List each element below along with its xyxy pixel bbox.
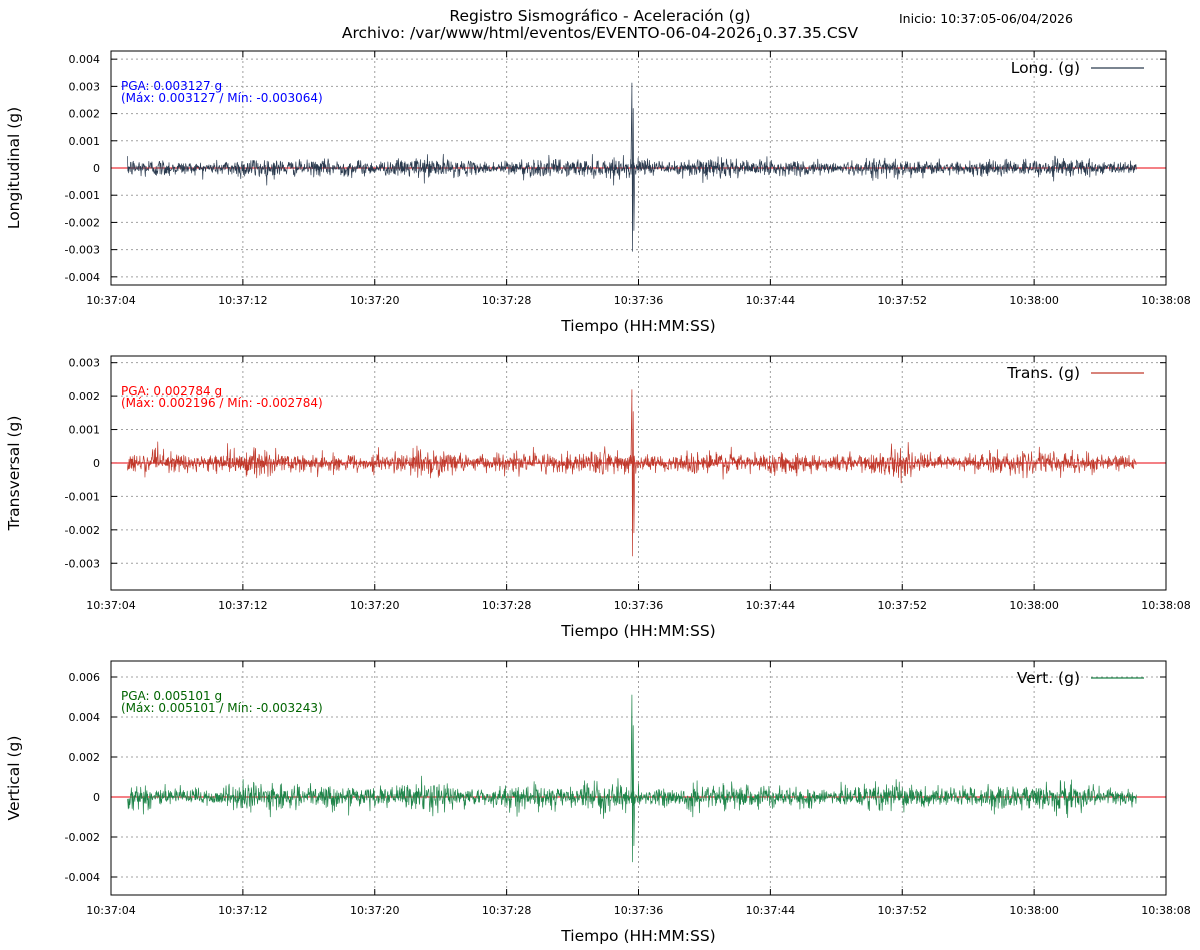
plot-frame	[110, 50, 1167, 286]
x-tick-label: 10:37:28	[482, 294, 531, 307]
y-axis-label: Vertical (g)	[5, 736, 23, 821]
range-annotation: (Máx: 0.005101 / Mín: -0.003243)	[121, 701, 323, 715]
signal-trace-transversal	[127, 389, 1137, 557]
x-tick-label: 10:38:00	[1009, 904, 1058, 917]
y-tick-label: 0.003	[69, 80, 101, 93]
x-tick-label: 10:37:12	[218, 904, 267, 917]
x-tick-label: 10:37:28	[482, 904, 531, 917]
y-tick-label: 0	[93, 457, 100, 470]
x-tick-label: 10:37:52	[878, 904, 927, 917]
x-axis-label: Tiempo (HH:MM:SS)	[560, 317, 715, 335]
y-tick-label: 0.002	[69, 108, 101, 121]
y-tick-label: 0.002	[69, 390, 101, 403]
y-tick-label: -0.002	[65, 831, 100, 844]
file-path-title: Archivo: /var/www/html/eventos/EVENTO-06…	[0, 24, 1200, 45]
y-tick-label: 0.004	[69, 53, 101, 66]
plot-frame	[110, 660, 1167, 896]
y-tick-label: -0.004	[65, 871, 100, 884]
chart-panel-transversal	[110, 355, 1167, 591]
legend-label: Trans. (g)	[1006, 364, 1080, 382]
y-tick-label: 0.001	[69, 135, 101, 148]
chart-panel-longitudinal	[110, 50, 1167, 286]
y-tick-label: -0.003	[65, 244, 100, 257]
y-tick-label: 0	[93, 791, 100, 804]
pga-annotation: PGA: 0.002784 g	[121, 384, 222, 398]
x-tick-label: 10:37:28	[482, 599, 531, 612]
y-tick-label: 0.002	[69, 751, 101, 764]
pga-annotation: PGA: 0.005101 g	[121, 689, 222, 703]
x-tick-label: 10:38:00	[1009, 294, 1058, 307]
legend-label: Long. (g)	[1011, 59, 1080, 77]
signal-trace-vertical	[127, 694, 1137, 863]
x-tick-label: 10:37:44	[746, 294, 795, 307]
legend-label: Vert. (g)	[1017, 669, 1080, 687]
y-tick-label: -0.002	[65, 524, 100, 537]
x-tick-label: 10:37:44	[746, 599, 795, 612]
x-tick-label: 10:37:20	[350, 904, 399, 917]
start-time-label: Inicio: 10:37:05-06/04/2026	[899, 11, 1073, 26]
file-path-subscript: 1	[755, 32, 763, 46]
x-axis-label: Tiempo (HH:MM:SS)	[560, 622, 715, 640]
y-tick-label: 0.003	[69, 357, 101, 370]
x-tick-label: 10:37:52	[878, 294, 927, 307]
x-tick-label: 10:38:08	[1141, 294, 1190, 307]
y-axis-label: Longitudinal (g)	[5, 107, 23, 229]
file-path-suffix: 0.37.35.CSV	[762, 24, 859, 42]
x-tick-label: 10:38:08	[1141, 599, 1190, 612]
y-tick-label: -0.001	[65, 490, 100, 503]
x-tick-label: 10:37:36	[614, 904, 663, 917]
figure-title-text: Registro Sismográfico - Aceleración (g)	[449, 7, 751, 25]
x-tick-label: 10:37:04	[86, 599, 135, 612]
x-tick-label: 10:37:52	[878, 599, 927, 612]
x-tick-label: 10:37:04	[86, 904, 135, 917]
y-axis-label: Transversal (g)	[5, 416, 23, 532]
x-tick-label: 10:38:08	[1141, 904, 1190, 917]
x-tick-label: 10:37:36	[614, 599, 663, 612]
file-path-prefix: Archivo: /var/www/html/eventos/EVENTO-06…	[341, 24, 756, 42]
y-tick-label: 0.006	[69, 671, 101, 684]
y-tick-label: -0.004	[65, 271, 100, 284]
x-tick-label: 10:37:20	[350, 599, 399, 612]
x-tick-label: 10:37:36	[614, 294, 663, 307]
x-tick-label: 10:37:12	[218, 599, 267, 612]
range-annotation: (Máx: 0.003127 / Mín: -0.003064)	[121, 91, 323, 105]
y-tick-label: -0.001	[65, 189, 100, 202]
x-tick-label: 10:37:04	[86, 294, 135, 307]
range-annotation: (Máx: 0.002196 / Mín: -0.002784)	[121, 396, 323, 410]
pga-annotation: PGA: 0.003127 g	[121, 79, 222, 93]
signal-trace-longitudinal	[127, 82, 1137, 252]
x-tick-label: 10:37:44	[746, 904, 795, 917]
x-tick-label: 10:38:00	[1009, 599, 1058, 612]
y-tick-label: 0	[93, 162, 100, 175]
x-tick-label: 10:37:20	[350, 294, 399, 307]
y-tick-label: -0.003	[65, 557, 100, 570]
y-tick-label: 0.001	[69, 424, 101, 437]
y-tick-label: -0.002	[65, 216, 100, 229]
x-axis-label: Tiempo (HH:MM:SS)	[560, 927, 715, 945]
chart-panel-vertical	[110, 660, 1167, 896]
plot-frame	[110, 355, 1167, 591]
y-tick-label: 0.004	[69, 711, 101, 724]
x-tick-label: 10:37:12	[218, 294, 267, 307]
figure-title: Registro Sismográfico - Aceleración (g)	[0, 7, 1200, 25]
